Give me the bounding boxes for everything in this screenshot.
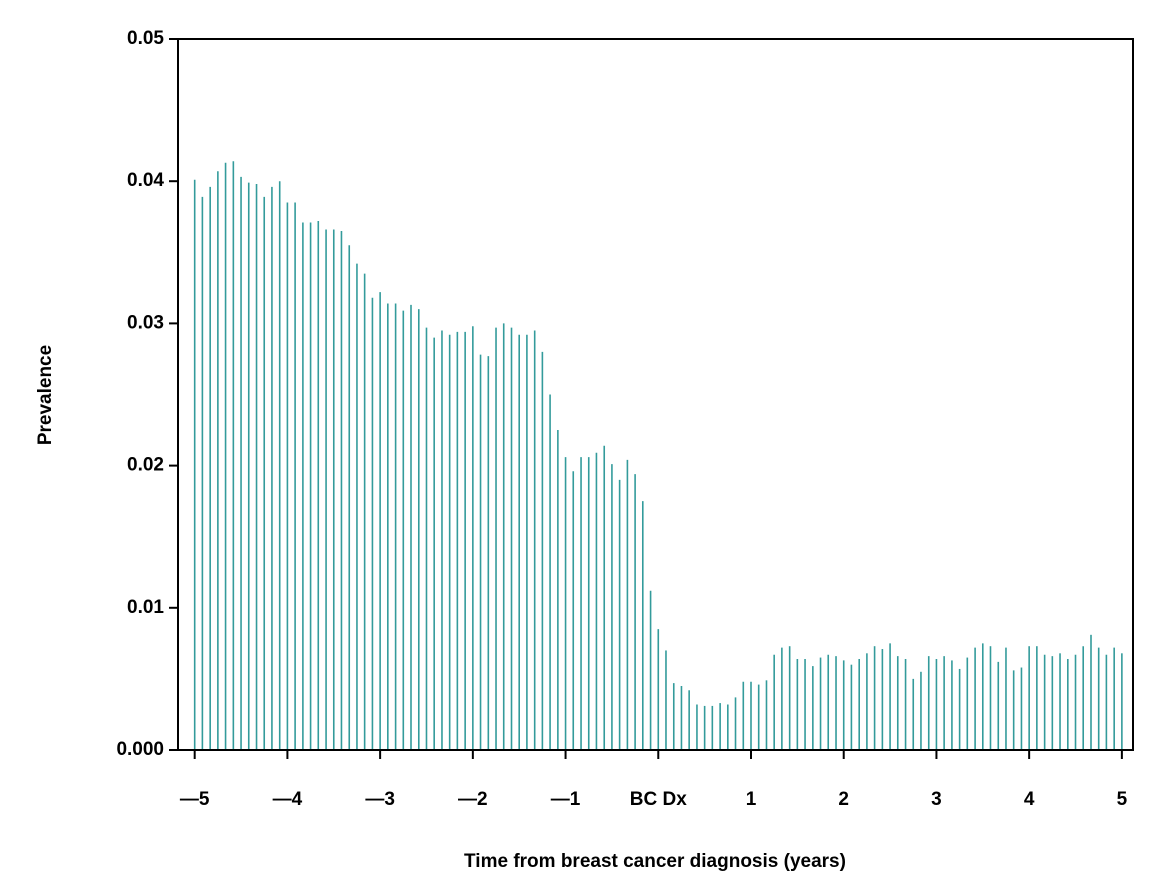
x-axis-label: Time from breast cancer diagnosis (years… <box>464 851 846 872</box>
x-tick-label: —1 <box>551 789 581 810</box>
x-tick-label: —2 <box>458 789 488 810</box>
y-tick-label: 0.01 <box>127 597 164 618</box>
y-tick-label: 0.05 <box>127 28 164 49</box>
x-tick-label: —4 <box>273 789 303 810</box>
y-tick-label: 0.02 <box>127 455 164 476</box>
y-tick-label: 0.03 <box>127 312 164 333</box>
y-tick-label: 0.04 <box>127 170 164 191</box>
y-axis-label: Prevalence <box>35 345 56 445</box>
x-tick-label: 3 <box>931 789 942 810</box>
y-tick-label: 0.000 <box>116 739 164 760</box>
x-tick-label: —3 <box>365 789 395 810</box>
x-tick-label: 5 <box>1117 789 1128 810</box>
plot-frame <box>177 38 1134 751</box>
x-tick-label: —5 <box>180 789 210 810</box>
x-tick-label: BC Dx <box>630 789 687 810</box>
x-tick-label: 4 <box>1024 789 1035 810</box>
x-tick-label: 2 <box>838 789 849 810</box>
x-tick-label: 1 <box>746 789 757 810</box>
